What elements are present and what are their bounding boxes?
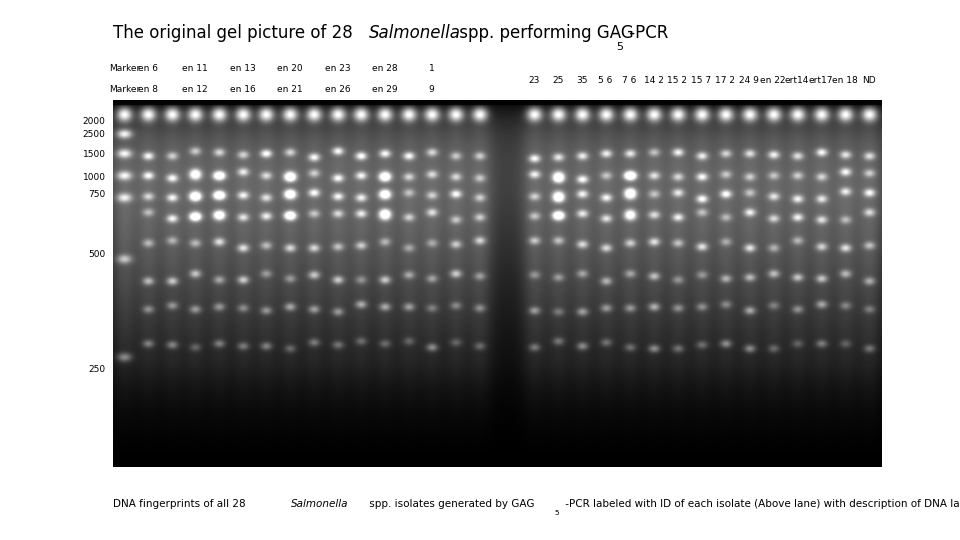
Text: 1500: 1500	[83, 150, 106, 159]
Text: 5: 5	[616, 42, 623, 52]
Text: spp. performing GAG: spp. performing GAG	[454, 24, 634, 42]
Text: 2000: 2000	[83, 117, 106, 126]
Text: 25: 25	[552, 76, 564, 85]
Text: en 26: en 26	[324, 85, 350, 94]
Text: 23: 23	[528, 76, 540, 85]
Text: 5: 5	[555, 510, 560, 516]
Text: en 23: en 23	[324, 64, 350, 73]
Text: 17 2: 17 2	[715, 76, 735, 85]
Text: Salmonella: Salmonella	[369, 24, 461, 42]
Text: en 8: en 8	[138, 85, 158, 94]
Text: en 11: en 11	[182, 64, 208, 73]
Text: en 22: en 22	[760, 76, 785, 85]
Text: 15 2: 15 2	[667, 76, 687, 85]
Text: 500: 500	[88, 249, 106, 259]
Text: Salmonella: Salmonella	[291, 498, 348, 509]
Text: en 6: en 6	[138, 64, 158, 73]
Text: en 20: en 20	[277, 64, 302, 73]
Text: The original gel picture of 28: The original gel picture of 28	[113, 24, 358, 42]
Text: DNA fingerprints of all 28: DNA fingerprints of all 28	[113, 498, 250, 509]
Text: ert14: ert14	[784, 76, 809, 85]
Text: 15 7: 15 7	[691, 76, 711, 85]
Text: 5 6: 5 6	[598, 76, 612, 85]
Text: 7 6: 7 6	[622, 76, 636, 85]
Text: en 18: en 18	[831, 76, 857, 85]
Text: 750: 750	[88, 190, 106, 199]
Text: en 13: en 13	[230, 64, 256, 73]
Text: Marker: Marker	[108, 85, 140, 94]
Text: 35: 35	[576, 76, 588, 85]
Text: ND: ND	[862, 76, 876, 85]
Text: -PCR: -PCR	[624, 24, 668, 42]
Text: 2500: 2500	[83, 130, 106, 139]
Text: en 28: en 28	[372, 64, 397, 73]
Text: Marker: Marker	[108, 64, 140, 73]
Text: 24 9: 24 9	[739, 76, 759, 85]
Text: en 29: en 29	[372, 85, 397, 94]
Text: -PCR labeled with ID of each isolate (Above lane) with description of DNA ladder: -PCR labeled with ID of each isolate (Ab…	[562, 498, 960, 509]
Text: spp. isolates generated by GAG: spp. isolates generated by GAG	[366, 498, 535, 509]
Text: 1: 1	[429, 64, 435, 73]
Text: en 21: en 21	[277, 85, 302, 94]
Text: en 16: en 16	[230, 85, 256, 94]
Text: 1000: 1000	[83, 172, 106, 181]
Text: 9: 9	[429, 85, 435, 94]
Text: 250: 250	[88, 365, 106, 374]
Text: 14 2: 14 2	[643, 76, 663, 85]
Text: en 12: en 12	[182, 85, 208, 94]
Text: ert17: ert17	[808, 76, 833, 85]
